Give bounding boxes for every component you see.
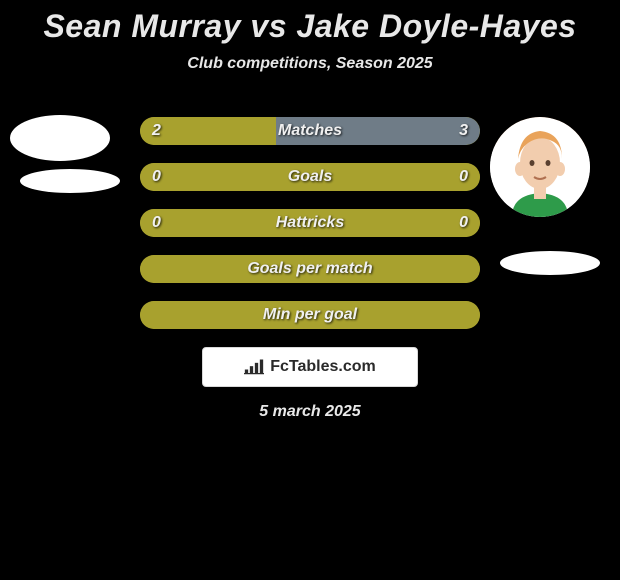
stat-label: Matches [278, 122, 342, 140]
stat-value-right: 3 [459, 122, 468, 140]
stat-value-left: 0 [152, 168, 161, 186]
bar-fill-left [140, 163, 310, 191]
source-badge[interactable]: FcTables.com [202, 347, 418, 387]
stat-value-right: 0 [459, 168, 468, 186]
stat-bars: 2 Matches 3 0 Goals 0 0 Hattricks 0 Goals per mat… [140, 117, 480, 347]
stat-row: 0 Hattricks 0 [140, 209, 480, 237]
player-right-avatar [490, 117, 590, 217]
stat-row: 0 Goals 0 [140, 163, 480, 191]
footer-date: 5 march 2025 [0, 403, 620, 421]
stat-value-left: 2 [152, 122, 161, 140]
player-left-shadow [20, 169, 120, 193]
subtitle: Club competitions, Season 2025 [0, 55, 620, 73]
stat-row: 2 Matches 3 [140, 117, 480, 145]
stat-row: Goals per match [140, 255, 480, 283]
stat-value-right: 0 [459, 214, 468, 232]
page-title: Sean Murray vs Jake Doyle-Hayes [0, 0, 620, 45]
stat-label: Goals [288, 168, 332, 186]
stat-row: Min per goal [140, 301, 480, 329]
bar-fill-right [310, 163, 480, 191]
chart-icon [244, 359, 264, 375]
stat-label: Hattricks [276, 214, 344, 232]
source-badge-label: FcTables.com [270, 358, 376, 376]
stat-label: Min per goal [263, 306, 357, 324]
player-right-shadow [500, 251, 600, 275]
stat-value-left: 0 [152, 214, 161, 232]
player-left-avatar [10, 115, 110, 161]
stat-label: Goals per match [247, 260, 372, 278]
